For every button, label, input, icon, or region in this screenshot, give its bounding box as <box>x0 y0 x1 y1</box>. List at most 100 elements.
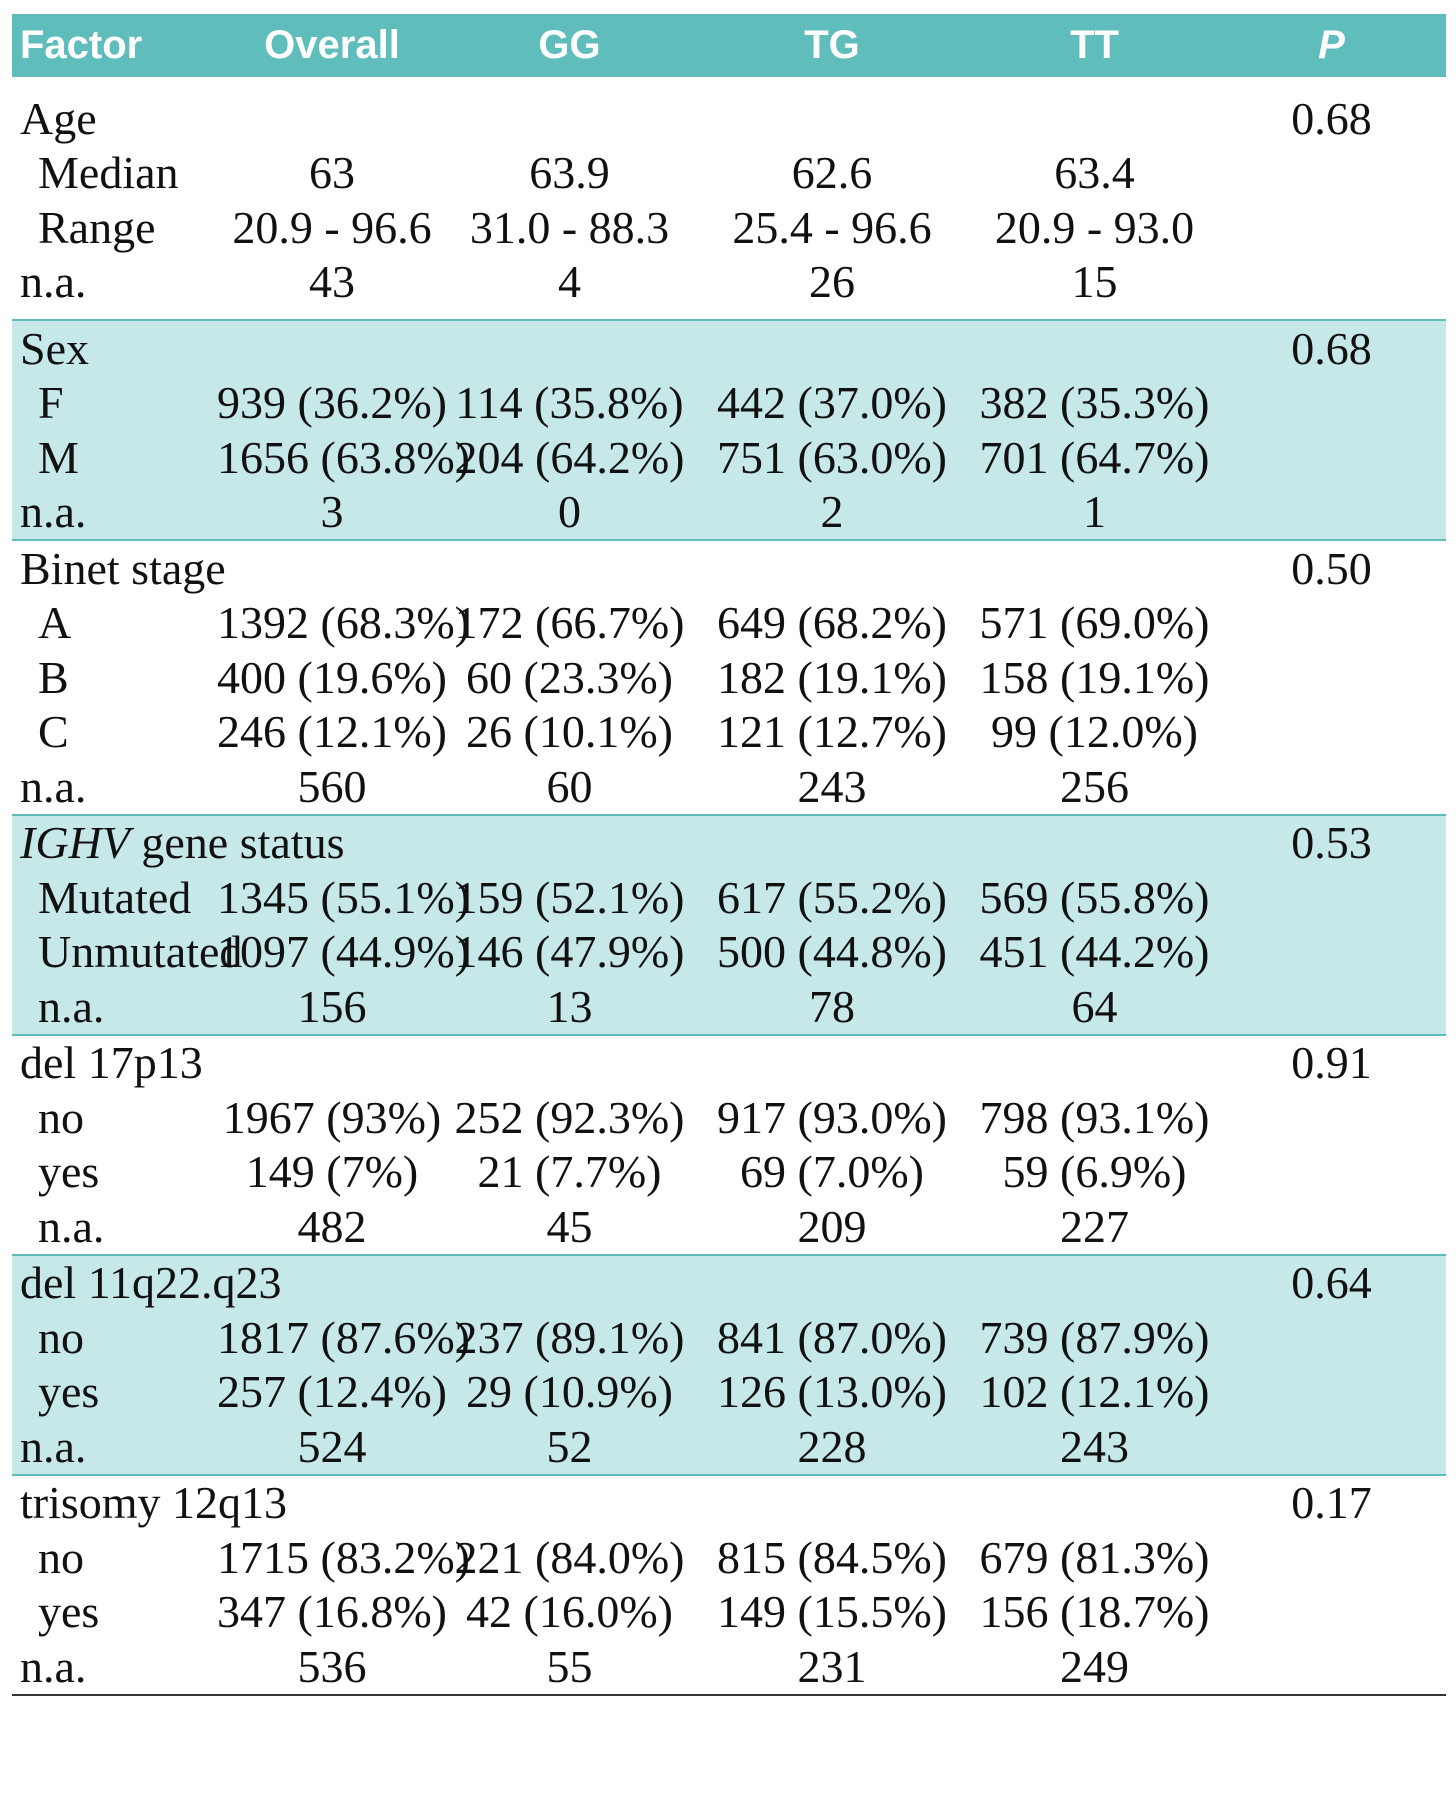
cell-gg: 45 <box>546 1200 593 1252</box>
group-del-17p13: del 17p13 0.91 no 1967 (93%) 252 (92.3%)… <box>12 1036 1446 1256</box>
cell-tt: 798 (93.1%) <box>979 1091 1210 1143</box>
table-row: Median 63 63.9 62.6 63.4 <box>12 146 1446 201</box>
table-row: no 1817 (87.6%) 237 (89.1%) 841 (87.0%) … <box>12 1310 1446 1365</box>
cell-overall: 536 <box>297 1640 367 1692</box>
cell-gg: 52 <box>546 1420 593 1472</box>
cell-tt: 63.4 <box>1054 147 1135 199</box>
cell-overall: 156 <box>297 980 367 1032</box>
group-title-row: del 17p13 0.91 <box>12 1036 1446 1091</box>
cell-tg: 228 <box>797 1420 867 1472</box>
header-overall: Overall <box>264 23 400 67</box>
p-value: 0.91 <box>1291 1037 1372 1089</box>
cell-gg: 42 (16.0%) <box>466 1586 673 1638</box>
cell-gg: 60 (23.3%) <box>466 651 673 703</box>
group-title-row: Sex 0.68 <box>12 321 1446 376</box>
cell-tg: 78 <box>809 980 855 1032</box>
cell-tg: 243 <box>797 760 867 812</box>
table-row: n.a. 43 4 26 15 <box>12 255 1446 310</box>
group-title: del 11q22.q23 <box>20 1257 282 1309</box>
cell-tg: 2 <box>820 486 844 538</box>
row-label: n.a. <box>20 486 87 538</box>
cell-tg: 442 (37.0%) <box>717 377 947 429</box>
table-row: n.a. 156 13 78 64 <box>12 979 1446 1034</box>
group-title-italic: IGHV <box>20 817 130 869</box>
cell-gg: 172 (66.7%) <box>454 597 685 649</box>
cell-tt: 15 <box>1071 256 1118 308</box>
group-title-rest: gene status <box>129 817 345 869</box>
row-label: no <box>38 1531 84 1583</box>
cell-overall: 1392 (68.3%) <box>217 597 470 649</box>
cell-overall: 1097 (44.9%) <box>217 926 470 978</box>
cell-gg: 0 <box>558 486 581 538</box>
cell-tg: 500 (44.8%) <box>717 926 947 978</box>
row-label: yes <box>38 1146 100 1198</box>
group-title: Sex <box>20 322 89 374</box>
group-title-row: trisomy 12q13 0.17 <box>12 1476 1446 1531</box>
table-row: M 1656 (63.8%) 204 (64.2%) 751 (63.0%) 7… <box>12 430 1446 485</box>
header-factor: Factor <box>20 23 143 67</box>
row-label: no <box>38 1091 84 1143</box>
cell-tg: 149 (15.5%) <box>717 1586 947 1638</box>
cell-gg: 31.0 - 88.3 <box>469 201 670 253</box>
cell-gg: 114 (35.8%) <box>455 377 684 429</box>
p-value: 0.17 <box>1291 1477 1372 1529</box>
cell-overall: 63 <box>309 147 355 199</box>
group-title: IGHV gene status <box>12 816 344 869</box>
header-tg: TG <box>804 23 860 67</box>
row-label: M <box>38 431 79 483</box>
row-label: Median <box>38 147 179 199</box>
cell-overall: 939 (36.2%) <box>217 377 447 429</box>
cell-gg: 26 (10.1%) <box>466 706 673 758</box>
cell-tg: 69 (7.0%) <box>740 1146 924 1198</box>
row-label: A <box>38 597 72 649</box>
cell-tt: 679 (81.3%) <box>979 1531 1210 1583</box>
table-row: n.a. 482 45 209 227 <box>12 1199 1446 1254</box>
row-label: B <box>38 651 69 703</box>
cell-tt: 451 (44.2%) <box>979 926 1210 978</box>
cell-tg: 617 (55.2%) <box>717 871 947 923</box>
row-label: n.a. <box>20 760 87 812</box>
cell-tt: 569 (55.8%) <box>979 871 1210 923</box>
p-value: 0.68 <box>1291 92 1372 144</box>
table-row: no 1715 (83.2%) 221 (84.0%) 815 (84.5%) … <box>12 1530 1446 1585</box>
cell-tg: 815 (84.5%) <box>717 1531 947 1583</box>
cell-tg: 209 <box>797 1200 867 1252</box>
table-row: yes 257 (12.4%) 29 (10.9%) 126 (13.0%) 1… <box>12 1365 1446 1420</box>
cell-gg: 159 (52.1%) <box>454 871 685 923</box>
table-row: n.a. 3 0 2 1 <box>12 485 1446 540</box>
cell-overall: 43 <box>309 256 355 308</box>
row-label: C <box>38 706 69 758</box>
header-tt: TT <box>1070 23 1119 67</box>
cell-overall: 347 (16.8%) <box>217 1586 447 1638</box>
table-row: C 246 (12.1%) 26 (10.1%) 121 (12.7%) 99 … <box>12 705 1446 760</box>
cell-tg: 182 (19.1%) <box>717 651 947 703</box>
group-del-11q22-q23: del 11q22.q23 0.64 no 1817 (87.6%) 237 (… <box>12 1255 1446 1476</box>
cell-tg: 841 (87.0%) <box>717 1311 947 1363</box>
row-label: Unmutated <box>38 926 243 978</box>
data-table: Factor Overall GG TG TT P Age 0.68 Media… <box>12 14 1446 1696</box>
group-title-row: Binet stage 0.50 <box>12 541 1446 596</box>
cell-tt: 701 (64.7%) <box>979 431 1210 483</box>
table-row: Range 20.9 - 96.6 31.0 - 88.3 25.4 - 96.… <box>12 200 1446 255</box>
row-label: n.a. <box>20 1640 87 1692</box>
group-title-row: Age 0.68 <box>12 91 1446 146</box>
table-row: A 1392 (68.3%) 172 (66.7%) 649 (68.2%) 5… <box>12 596 1446 651</box>
table-row: n.a. 560 60 243 256 <box>12 759 1446 814</box>
table-row: Mutated 1345 (55.1%) 159 (52.1%) 617 (55… <box>12 870 1446 925</box>
cell-tt: 20.9 - 93.0 <box>994 201 1195 253</box>
cell-gg: 21 (7.7%) <box>477 1146 662 1198</box>
cell-overall: 1967 (93%) <box>222 1091 442 1143</box>
row-label: Range <box>38 201 156 253</box>
cell-gg: 204 (64.2%) <box>454 431 685 483</box>
header-p: P <box>1318 23 1345 67</box>
cell-tg: 649 (68.2%) <box>717 597 947 649</box>
row-label: no <box>38 1311 84 1363</box>
table-row: yes 347 (16.8%) 42 (16.0%) 149 (15.5%) 1… <box>12 1585 1446 1640</box>
header-gg: GG <box>538 23 601 67</box>
cell-tg: 25.4 - 96.6 <box>732 201 932 253</box>
cell-tt: 249 <box>1060 1640 1129 1692</box>
group-binet-stage: Binet stage 0.50 A 1392 (68.3%) 172 (66.… <box>12 541 1446 816</box>
cell-tg: 917 (93.0%) <box>717 1091 947 1143</box>
cell-tt: 256 <box>1060 760 1129 812</box>
cell-tt: 158 (19.1%) <box>979 651 1210 703</box>
